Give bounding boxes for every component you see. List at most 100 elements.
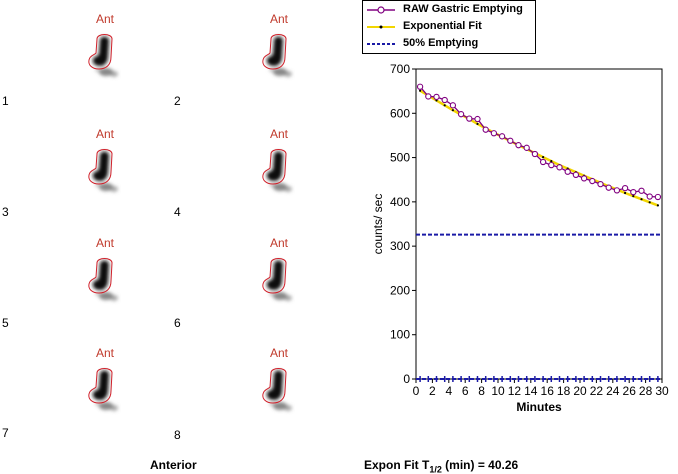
y-tick-label: 600 [390,106,410,120]
raw-point [580,175,588,182]
y-tick-label: 100 [390,328,410,342]
frame-8-number: 8 [174,428,181,442]
x-tick-label: 26 [623,384,637,398]
frame-4-number: 4 [174,205,181,219]
x-tick-label: 14 [524,384,538,398]
x-tick-label: 8 [478,384,485,398]
frame-1-stomach-image [88,34,118,77]
fit-point [419,89,422,92]
x-tick-label: 30 [655,384,669,398]
frame-7-ant-label: Ant [96,346,115,360]
frame-2-stomach-image [262,34,292,77]
fit-point [648,201,651,204]
frame-8-stomach-image [262,368,292,411]
raw-point [433,93,440,101]
fit-point [451,109,454,112]
frame-7-stomach-image [88,368,118,411]
frame-6-stomach-image [262,258,292,301]
fit-point [640,198,643,201]
half-time-result: Expon Fit T1/2 (min) = 40.26 [364,458,518,474]
raw-point [638,187,645,194]
legend-half-label: 50% Emptying [403,37,479,49]
y-tick-label: 500 [390,151,410,165]
raw-point [507,137,514,144]
result-subscript: 1/2 [429,464,442,474]
fit-point [476,122,479,126]
result-suffix: (min) = 40.26 [441,458,519,472]
x-tick-label: 6 [462,384,469,398]
frame-6-number: 6 [174,316,181,330]
legend-item-raw: RAW Gastric Emptying [363,2,535,18]
frame-1-ant-label: Ant [96,12,115,26]
raw-point [457,111,465,118]
frame-4-stomach-image [262,149,292,192]
y-axis-label: counts/ sec [371,194,385,255]
raw-point [548,161,555,169]
anterior-label: Anterior [150,458,197,472]
frame-2-ant-label: Ant [270,12,289,26]
fit-point [632,195,635,198]
x-tick-label: 24 [606,384,620,398]
raw-point [556,164,563,171]
raw-point [613,187,621,194]
raw-point [515,142,522,149]
x-tick-label: 18 [557,384,571,398]
raw-point [654,193,662,201]
raw-point [646,193,653,200]
frame-5-stomach-image [88,258,118,301]
raw-point [597,180,604,188]
x-tick-label: 12 [508,384,522,398]
raw-point [498,133,506,140]
chart-legend: RAW Gastric Emptying Exponential Fit 50%… [362,0,536,54]
raw-point [531,150,539,158]
raw-point [425,93,432,100]
raw-point [539,158,547,166]
raw-point [490,130,498,137]
raw-point [572,171,580,178]
x-tick-label: 4 [445,384,452,398]
frame-7-number: 7 [2,426,9,440]
x-tick-label: 28 [639,384,653,398]
fit-point [443,104,446,107]
raw-point [589,177,596,185]
x-tick-label: 20 [573,384,587,398]
frame-8-ant-label: Ant [270,346,289,360]
raw-point [630,188,637,196]
raw-point [466,115,473,122]
x-tick-label: 10 [491,384,505,398]
frame-6-ant-label: Ant [270,236,289,250]
x-tick-label: 16 [541,384,555,398]
legend-raw-symbol [367,6,395,14]
fit-point [542,156,545,159]
frame-3-number: 3 [2,205,9,219]
plot-area [415,68,663,380]
legend-item-half: 50% Emptying [363,36,535,52]
raw-point [564,168,571,175]
frame-4-ant-label: Ant [270,127,289,141]
raw-point [482,126,489,133]
raw-point [523,144,530,151]
raw-point [474,115,481,123]
legend-raw-label: RAW Gastric Emptying [403,3,523,15]
raw-point [416,83,424,90]
x-tick-label: 22 [590,384,604,398]
legend-fit-symbol [367,25,395,29]
y-tick-label: 200 [390,283,410,297]
result-prefix: Expon Fit T [364,458,430,472]
y-tick-label: 400 [390,195,410,209]
x-axis-label: Minutes [516,400,562,414]
frame-5-number: 5 [2,316,9,330]
raw-point [605,184,612,191]
frame-1-number: 1 [2,94,9,108]
x-tick-label: 2 [429,384,436,398]
frame-2-number: 2 [174,94,181,108]
y-tick-label: 300 [390,239,410,253]
fit-point [550,160,553,163]
raw-point [621,184,629,192]
frame-3-ant-label: Ant [96,127,115,141]
fit-point [656,204,659,207]
legend-item-fit: Exponential Fit [363,19,535,35]
raw-point [441,96,448,104]
y-tick-label: 0 [403,372,410,386]
